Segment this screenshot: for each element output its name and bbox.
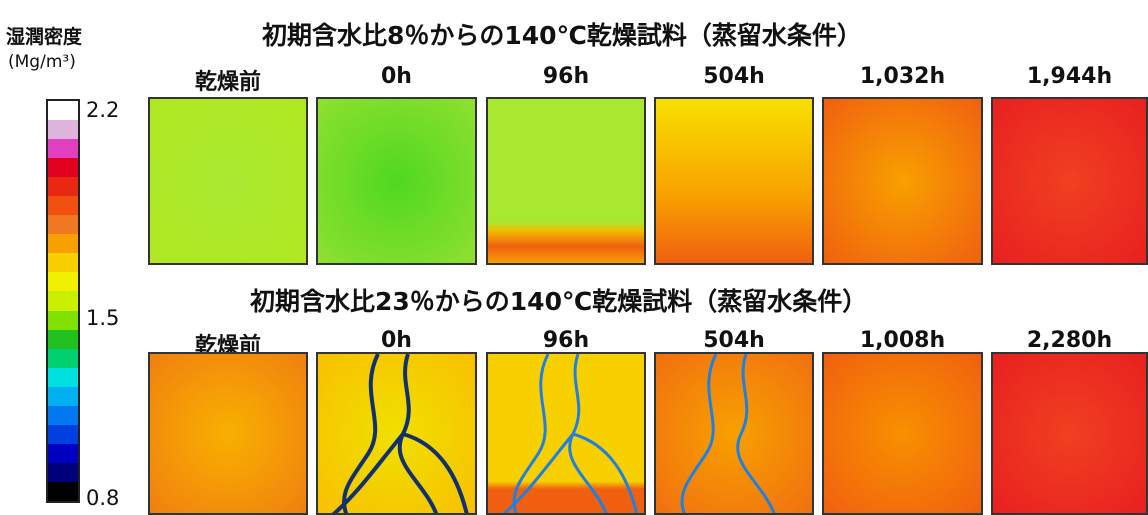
row-title: 初期含水比8％からの140℃乾燥試料（蒸留水条件） — [262, 21, 862, 50]
crack — [680, 354, 718, 513]
color-swatch — [48, 120, 78, 140]
color-swatch — [48, 291, 78, 311]
density-image — [991, 97, 1148, 265]
color-swatch — [48, 196, 78, 216]
panel-label: 1,032h — [859, 64, 946, 89]
density-image — [654, 97, 814, 265]
crack-overlay — [680, 354, 776, 513]
crack — [331, 432, 405, 513]
density-image — [822, 97, 983, 265]
panel-label: 1,944h — [1026, 64, 1113, 89]
density-image — [148, 97, 308, 265]
tick-label: 0.8 — [86, 486, 120, 510]
crack — [572, 432, 639, 513]
color-swatch — [48, 329, 78, 349]
density-image — [654, 352, 814, 515]
color-swatch — [48, 405, 78, 425]
panel-label: 504h — [703, 64, 765, 89]
color-swatch — [48, 177, 78, 197]
panel-label: 乾燥前 — [194, 70, 261, 95]
row-title: 初期含水比23％からの140℃乾燥試料（蒸留水条件） — [250, 287, 868, 316]
crack — [342, 354, 380, 513]
density-image — [316, 97, 477, 265]
color-swatch — [48, 139, 78, 159]
tick-label: 2.2 — [86, 98, 120, 122]
color-swatch — [48, 481, 78, 501]
crack — [402, 432, 469, 513]
color-swatch — [48, 443, 78, 463]
density-image — [486, 352, 646, 515]
color-swatch — [48, 348, 78, 368]
crack-overlay — [331, 354, 469, 513]
panel-label: 0h — [381, 64, 412, 89]
panel-label: 96h — [542, 64, 590, 89]
color-swatch — [48, 424, 78, 444]
crack — [736, 354, 776, 513]
color-swatch — [48, 367, 78, 387]
color-swatch — [48, 101, 78, 121]
panel-label: 2,280h — [1026, 328, 1113, 353]
density-image — [148, 352, 308, 515]
crack — [502, 433, 575, 513]
density-image — [486, 97, 646, 265]
color-swatch — [48, 386, 78, 406]
color-swatch — [48, 310, 78, 330]
color-swatch — [48, 158, 78, 178]
panel-label: 96h — [542, 328, 590, 353]
panel-label: 504h — [703, 328, 765, 353]
panel-label: 0h — [381, 328, 412, 353]
density-image — [991, 352, 1148, 515]
legend-unit: (Mg/m³) — [8, 52, 76, 72]
crack-overlay — [502, 354, 639, 513]
color-swatch — [48, 253, 78, 273]
color-swatch — [48, 272, 78, 292]
color-swatch — [48, 234, 78, 254]
legend-title: 湿潤密度 — [6, 26, 83, 48]
color-swatch — [48, 462, 78, 482]
panel-label: 1,008h — [859, 328, 946, 353]
tick-label: 1.5 — [86, 306, 120, 330]
density-image — [822, 352, 983, 515]
density-image — [316, 352, 477, 515]
color-swatch — [48, 215, 78, 235]
crack — [512, 354, 550, 513]
colorbar — [46, 99, 80, 503]
